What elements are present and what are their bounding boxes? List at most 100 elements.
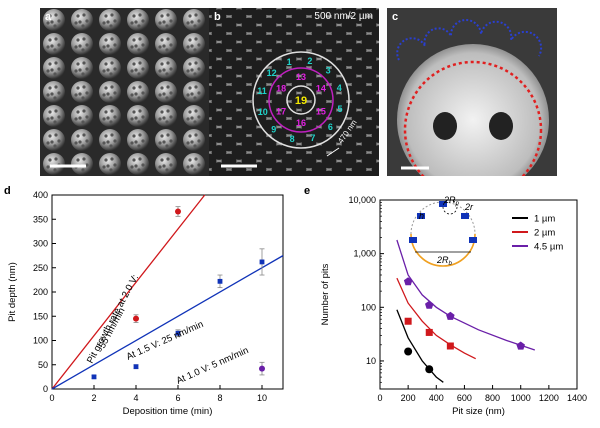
pit-number: 15 (316, 107, 326, 117)
data-point-purple (425, 300, 434, 309)
panel-label-a: a (45, 11, 52, 23)
pit-number: 4 (337, 83, 342, 93)
data-point-blue (91, 374, 97, 380)
x-tick-label: 800 (485, 393, 500, 403)
legend-label: 1 µm (534, 214, 555, 225)
pits-outline (396, 18, 543, 61)
data-point-purple (259, 365, 265, 372)
sem-texture-a (40, 8, 222, 176)
sem-image-c: c (387, 8, 557, 176)
x-tick-label: 10 (257, 393, 267, 403)
inset-pit (439, 201, 447, 207)
x-tick-label: 200 (401, 393, 416, 403)
x-tick-label: 1000 (511, 393, 531, 403)
data-point-purple (446, 311, 455, 320)
inset-label-rp-sub: p (455, 201, 460, 207)
data-point-blue (259, 259, 265, 265)
inset-label-rb-sub: b (449, 261, 453, 267)
sem-image-b: 1 2 3 4 5 6 7 8 9 10 11 12 13 14 15 16 17 18 19 b 500 nm/2… (209, 8, 379, 176)
chart-pit-depth: d0 2 4 6 8 10050100150200250300350400Depositi… (4, 185, 284, 417)
annotation-purple-rate: At 1.0 V: 5 nm/min (175, 345, 251, 387)
x-tick-label: 0 (49, 393, 54, 403)
pit-number: 16 (296, 118, 306, 128)
inset-pit (409, 237, 417, 243)
panel-label-d: d (4, 185, 11, 197)
pit-number: 1 (287, 57, 292, 67)
y-tick-label: 10 (366, 356, 376, 366)
pit-number: 14 (316, 84, 326, 94)
x-tick-label: 6 (175, 393, 180, 403)
inset-label-r: 2r (464, 202, 474, 212)
inset-label-rp: 2Rp (443, 195, 460, 207)
data-point-blue (175, 330, 181, 336)
data-point-red (175, 208, 181, 215)
pit-number: 13 (296, 72, 306, 82)
x-axis-label: Pit size (nm) (452, 406, 505, 417)
pit-number: 8 (290, 134, 295, 144)
panel-label-c: c (392, 11, 399, 23)
data-point-red (425, 328, 433, 336)
legend-label: 2 µm (534, 228, 555, 239)
y-tick-label: 350 (33, 214, 48, 224)
x-tick-label: 2 (91, 393, 96, 403)
data-point-black (404, 347, 413, 356)
middle-ring (268, 67, 334, 133)
inner-ring (286, 85, 316, 115)
y-tick-label: 300 (33, 239, 48, 249)
panel-label-b: b (214, 11, 221, 23)
pit-number: 12 (267, 68, 277, 78)
particle-outline (403, 60, 543, 176)
pit-number: 10 (258, 107, 268, 117)
pit-number: 2 (307, 56, 312, 66)
plot-frame-e (379, 199, 578, 390)
data-point-red (404, 317, 412, 325)
y-tick-label: 10,000 (348, 195, 376, 205)
outer-ring (252, 51, 350, 149)
pit-number: 3 (326, 66, 331, 76)
fit-curve-red (396, 277, 476, 360)
inset-label-h: h (419, 211, 424, 221)
y-axis-label: Pit depth (nm) (7, 262, 18, 322)
inset-pit (417, 213, 425, 219)
y-tick-label: 100 (33, 336, 48, 346)
y-tick-label: 100 (361, 302, 376, 312)
x-tick-label: 1200 (539, 393, 559, 403)
pit-number: 7 (310, 133, 315, 143)
data-point-blue (133, 364, 139, 370)
pit-number: 17 (276, 107, 286, 117)
panel-label-e: e (304, 185, 310, 197)
y-tick-label: 250 (33, 263, 48, 273)
y-tick-label: 400 (33, 190, 48, 200)
y-tick-label: 50 (38, 360, 48, 370)
x-tick-label: 600 (457, 393, 472, 403)
y-tick-label: 200 (33, 287, 48, 297)
data-point-red (133, 315, 139, 322)
x-tick-label: 1400 (567, 393, 587, 403)
fit-curve-black (396, 309, 444, 383)
pit-number: 18 (276, 84, 286, 94)
y-tick-label: 0 (43, 384, 48, 394)
fit-curve-purple (396, 239, 536, 351)
y-tick-label: 150 (33, 311, 48, 321)
pit-number: 6 (328, 122, 333, 132)
scale-text-b: 500 nm/2 µm (314, 11, 373, 22)
data-point-blue (217, 278, 223, 284)
inset-pit (469, 237, 477, 243)
data-point-black (425, 365, 434, 374)
x-tick-label: 0 (377, 393, 382, 403)
inset-schematic: h 2Rp 2r 2Rb (409, 195, 477, 267)
sem-image-a: a (40, 8, 222, 176)
inset-label-rb: 2Rb (436, 255, 453, 267)
x-tick-label: 4 (133, 393, 138, 403)
legend-label: 4.5 µm (534, 242, 563, 253)
pit-number: 9 (271, 124, 276, 134)
pit-number: 5 (337, 104, 342, 114)
pit-number: 19 (295, 95, 307, 107)
inset-pore (442, 199, 458, 215)
chart-pit-count: e 0 200 400 600 800 1000 1200 1400 10 100 1,000 10,0… (304, 185, 587, 417)
inset-particle (410, 233, 476, 267)
annotation-blue-rate: At 1.5 V: 25 nm/min (125, 319, 205, 363)
x-tick-label: 400 (429, 393, 444, 403)
